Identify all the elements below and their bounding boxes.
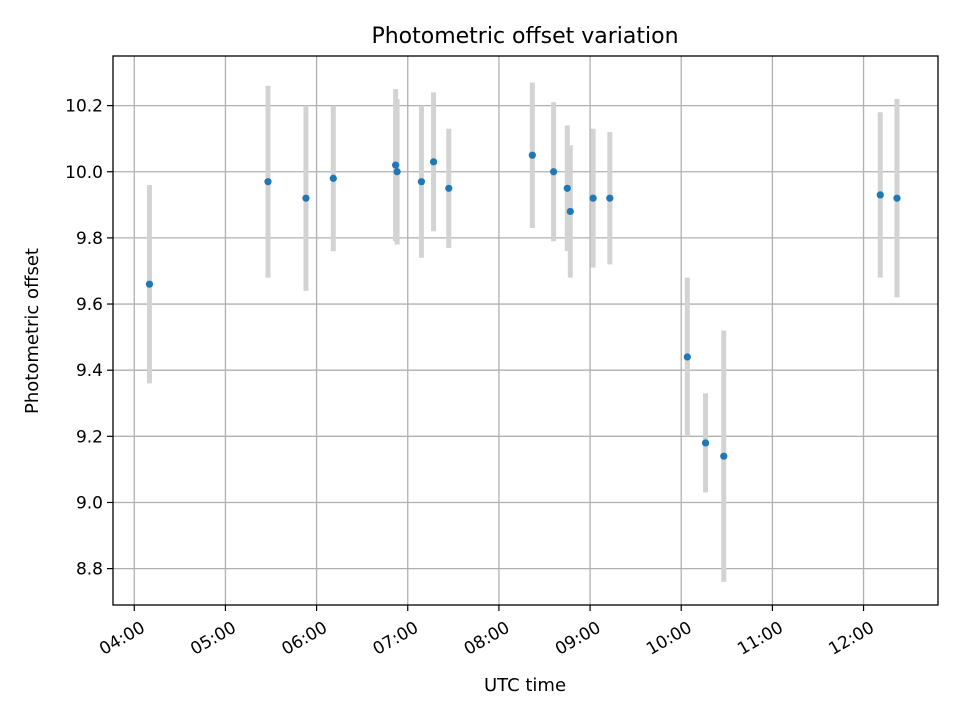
data-point	[701, 439, 710, 447]
grid	[113, 56, 938, 605]
y-tick-label: 9.8	[76, 229, 103, 249]
y-tick-label: 8.8	[76, 560, 103, 580]
data-point	[876, 191, 884, 199]
y-tick-label: 9.6	[76, 295, 103, 315]
y-axis-ticks: 8.8 9.0 9.2 9.4 9.6 9.8 10.0 10.2	[65, 97, 113, 580]
data-point	[683, 353, 691, 361]
data-point	[429, 158, 438, 166]
data-point	[720, 452, 728, 460]
y-tick-label: 9.0	[76, 493, 103, 513]
data-point	[302, 194, 310, 202]
chart-title: Photometric offset variation	[371, 24, 678, 49]
x-axis-label: UTC time	[484, 675, 566, 696]
data-point	[417, 178, 426, 186]
y-axis-label: Photometric offset	[22, 248, 43, 414]
data-points	[145, 151, 901, 460]
data-point	[563, 184, 571, 192]
data-point	[264, 178, 272, 186]
data-point	[445, 184, 453, 192]
data-point	[528, 151, 536, 159]
y-tick-label: 9.4	[76, 361, 103, 381]
data-point	[393, 168, 401, 176]
plot-area-frame	[112, 55, 939, 606]
data-point	[566, 207, 574, 216]
data-point	[550, 168, 558, 176]
data-point	[329, 174, 337, 182]
y-tick-label: 9.2	[76, 427, 103, 447]
data-point	[893, 194, 901, 202]
y-tick-label: 10.2	[65, 97, 103, 117]
y-tick-label: 10.0	[65, 163, 103, 183]
data-point	[391, 161, 400, 169]
data-point	[145, 280, 154, 288]
data-point	[589, 194, 597, 202]
data-point	[606, 194, 614, 202]
